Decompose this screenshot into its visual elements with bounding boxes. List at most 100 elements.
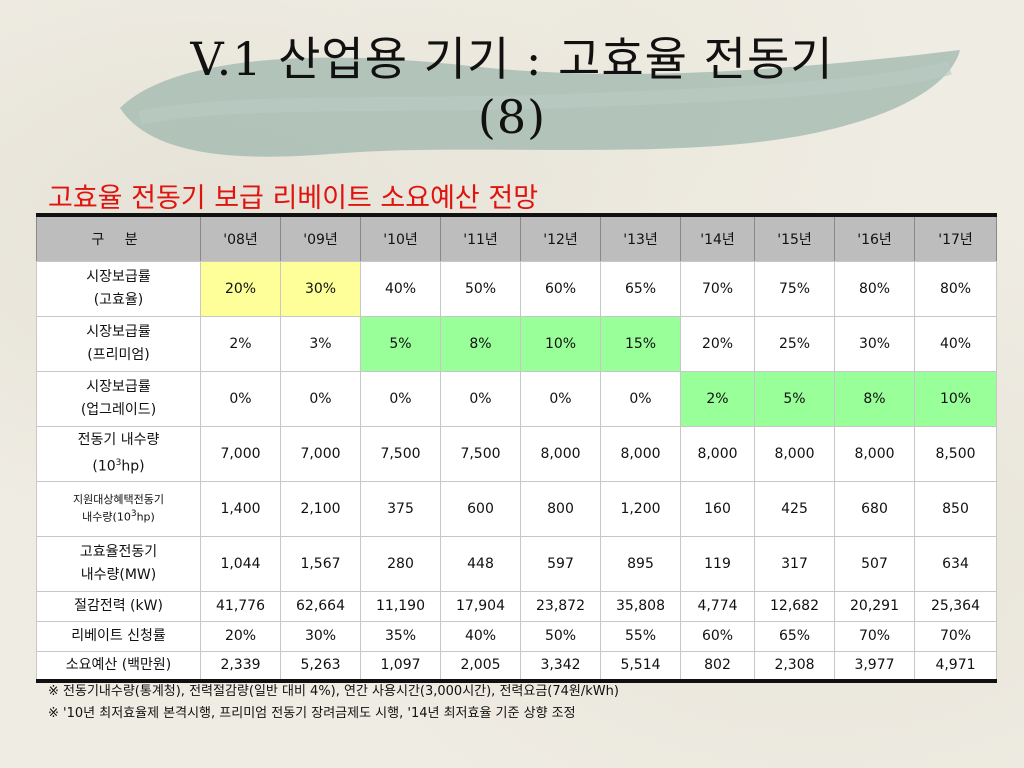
table-cell: 895 [600,535,681,592]
table-cell: 5,263 [280,650,361,682]
slide-title: V.1 산업용 기기 : 고효율 전동기 (8) [40,30,984,146]
brush-stroke-decoration [120,50,960,157]
table-row: 전동기 내수량 (103hp) 7,000 7,000 7,500 7,500 … [36,425,997,482]
table-cell: 35,808 [600,590,681,622]
header-year: '10년 [360,214,441,262]
title-line-1: V.1 산업용 기기 : 고효율 전동기 [190,32,834,86]
slide-subtitle: 고효율 전동기 보급 리베이트 소요예산 전망 [48,183,539,214]
table-cell: 60% [520,260,601,317]
table-cell: 11,190 [360,590,441,622]
table-cell: 40% [360,260,441,317]
row-label: 전동기 내수량 (103hp) [36,425,201,482]
footnote: ※ '10년 최저효율제 본격시행, 프리미엄 전동기 장려금제도 시행, '1… [48,706,576,721]
table-cell: 50% [520,620,601,652]
table-cell: 50% [440,260,521,317]
table-cell: 8% [834,370,915,427]
table-cell: 8,000 [834,425,915,482]
table-cell: 0% [200,370,281,427]
table-cell: 375 [360,480,441,537]
table-cell: 70% [680,260,755,317]
table-row: 지원대상혜택전동기 내수량(103hp) 1,400 2,100 375 600… [36,480,997,537]
table-cell: 25% [754,315,835,372]
header-year: '11년 [440,214,521,262]
table-cell: 5,514 [600,650,681,682]
rebate-budget-table: 구 분 '08년 '09년 '10년 '11년 '12년 '13년 '14년 '… [36,213,997,683]
table-cell: 1,097 [360,650,441,682]
table-cell: 1,200 [600,480,681,537]
table-cell: 10% [914,370,997,427]
footnotes: ※ 전동기내수량(통계청), 전력절감량(일반 대비 4%), 연간 사용시간(… [48,681,619,725]
table-cell: 2% [200,315,281,372]
table-cell: 2,005 [440,650,521,682]
table-cell: 12,682 [754,590,835,622]
header-year: '13년 [600,214,681,262]
table-cell: 41,776 [200,590,281,622]
table-cell: 7,500 [360,425,441,482]
table-cell: 4,774 [680,590,755,622]
footnote: ※ 전동기내수량(통계청), 전력절감량(일반 대비 4%), 연간 사용시간(… [48,684,619,699]
table-cell: 2,339 [200,650,281,682]
table-cell: 55% [600,620,681,652]
table-cell: 680 [834,480,915,537]
table-cell: 0% [600,370,681,427]
table-cell: 317 [754,535,835,592]
table-cell: 448 [440,535,521,592]
table-row: 절감전력 (kW) 41,776 62,664 11,190 17,904 23… [36,590,997,622]
row-label: 시장보급률 (고효율) [36,260,201,317]
table-row: 리베이트 신청률 20% 30% 35% 40% 50% 55% 60% 65%… [36,620,997,652]
table-cell: 20% [200,620,281,652]
table-cell: 2,308 [754,650,835,682]
table-row: 고효율전동기 내수량(MW) 1,044 1,567 280 448 597 8… [36,535,997,592]
table-cell: 2% [680,370,755,427]
table-cell: 850 [914,480,997,537]
table-cell: 62,664 [280,590,361,622]
table-cell: 600 [440,480,521,537]
table-cell: 2,100 [280,480,361,537]
title-line-2: (8) [477,90,547,144]
table-cell: 35% [360,620,441,652]
table-cell: 75% [754,260,835,317]
row-label: 시장보급률 (업그레이드) [36,370,201,427]
table-cell: 20% [680,315,755,372]
table-cell: 65% [754,620,835,652]
table-cell: 634 [914,535,997,592]
row-label: 소요예산 (백만원) [36,650,201,682]
header-category: 구 분 [36,214,201,262]
table-cell: 10% [520,315,601,372]
table-cell: 8,000 [680,425,755,482]
table-cell: 0% [360,370,441,427]
table-cell: 507 [834,535,915,592]
table-cell: 160 [680,480,755,537]
row-label: 고효율전동기 내수량(MW) [36,535,201,592]
table-cell: 1,044 [200,535,281,592]
table-cell: 70% [834,620,915,652]
table-cell: 7,500 [440,425,521,482]
table-cell: 70% [914,620,997,652]
table-cell: 60% [680,620,755,652]
header-year: '09년 [280,214,361,262]
budget-table-container: 구 분 '08년 '09년 '10년 '11년 '12년 '13년 '14년 '… [36,213,997,683]
table-cell: 3,977 [834,650,915,682]
table-cell: 7,000 [200,425,281,482]
table-cell: 0% [520,370,601,427]
table-cell: 23,872 [520,590,601,622]
header-year: '16년 [834,214,915,262]
table-cell: 40% [914,315,997,372]
table-header-row: 구 분 '08년 '09년 '10년 '11년 '12년 '13년 '14년 '… [36,214,997,262]
table-cell: 20,291 [834,590,915,622]
table-cell: 8% [440,315,521,372]
table-cell: 65% [600,260,681,317]
table-cell: 3% [280,315,361,372]
header-year: '15년 [754,214,835,262]
table-cell: 597 [520,535,601,592]
table-cell: 15% [600,315,681,372]
table-cell: 7,000 [280,425,361,482]
table-cell: 17,904 [440,590,521,622]
row-label: 리베이트 신청률 [36,620,201,652]
header-year: '12년 [520,214,601,262]
table-cell: 425 [754,480,835,537]
table-cell: 30% [280,260,361,317]
table-cell: 5% [360,315,441,372]
table-cell: 5% [754,370,835,427]
table-cell: 4,971 [914,650,997,682]
